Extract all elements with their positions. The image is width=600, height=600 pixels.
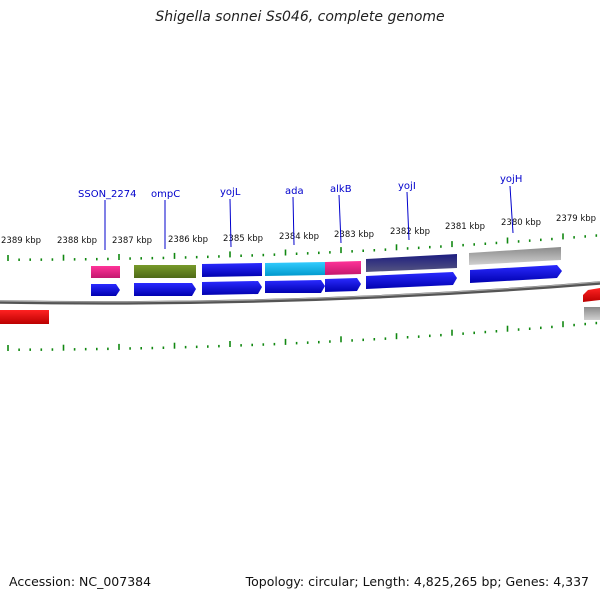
cds-arrow: [325, 278, 361, 292]
gene-block-ompc: [134, 265, 196, 278]
gene-block-ada: [265, 262, 325, 276]
gene-block-yojh: [469, 247, 561, 265]
ruler-label: 2383 kbp: [334, 230, 374, 240]
cds-arrow: [470, 265, 562, 283]
feature-gray-right: [584, 307, 600, 320]
outer-tick-ruler: [7, 233, 598, 261]
gene-leader-line: [292, 196, 295, 246]
feature-red-right: [583, 288, 600, 302]
ruler-label: 2379 kbp: [556, 214, 596, 224]
gene-block-alkb: [325, 261, 361, 275]
gene-label-yoji: yojI: [398, 181, 416, 192]
gene-leader-line: [509, 185, 514, 234]
map-title: Shigella sonnei Ss046, complete genome: [155, 9, 445, 25]
gene-label-sson-2274: SSON_2274: [78, 189, 137, 200]
gene-block-yojl: [202, 263, 262, 277]
gene-block-sson-2274: [91, 266, 120, 278]
cds-arrow: [91, 284, 120, 296]
ruler-label: 2385 kbp: [223, 234, 263, 244]
ruler-label: 2386 kbp: [168, 235, 208, 245]
gene-label-ompc: ompC: [151, 189, 180, 200]
ruler-label: 2380 kbp: [501, 218, 541, 228]
gene-label-yojl: yojL: [220, 187, 241, 198]
ruler-label: 2384 kbp: [279, 232, 319, 242]
accession-text: Accession: NC_007384: [9, 574, 152, 589]
gene-block-yoji: [366, 254, 457, 272]
genome-summary-text: Topology: circular; Length: 4,825,265 bp…: [245, 574, 589, 589]
gene-leader-line: [406, 191, 410, 241]
cds-arrow: [134, 283, 196, 296]
feature-red-left: [0, 310, 49, 324]
cds-arrow: [265, 280, 325, 293]
ruler-label: 2382 kbp: [390, 227, 430, 237]
cds-arrow: [366, 272, 457, 289]
ruler-label: 2381 kbp: [445, 222, 485, 232]
gene-label-yojh: yojH: [500, 174, 522, 185]
ruler-label: 2388 kbp: [57, 236, 97, 246]
ruler-label: 2387 kbp: [112, 236, 152, 246]
cds-arrow: [202, 281, 262, 295]
gene-label-ada: ada: [285, 186, 304, 197]
gene-label-alkb: alkB: [330, 184, 352, 195]
gene-leader-line: [338, 194, 342, 244]
ruler-label: 2389 kbp: [1, 236, 41, 246]
gene-leader-line: [229, 198, 232, 248]
genome-backbone: [0, 281, 600, 305]
inner-tick-ruler: [7, 321, 598, 351]
